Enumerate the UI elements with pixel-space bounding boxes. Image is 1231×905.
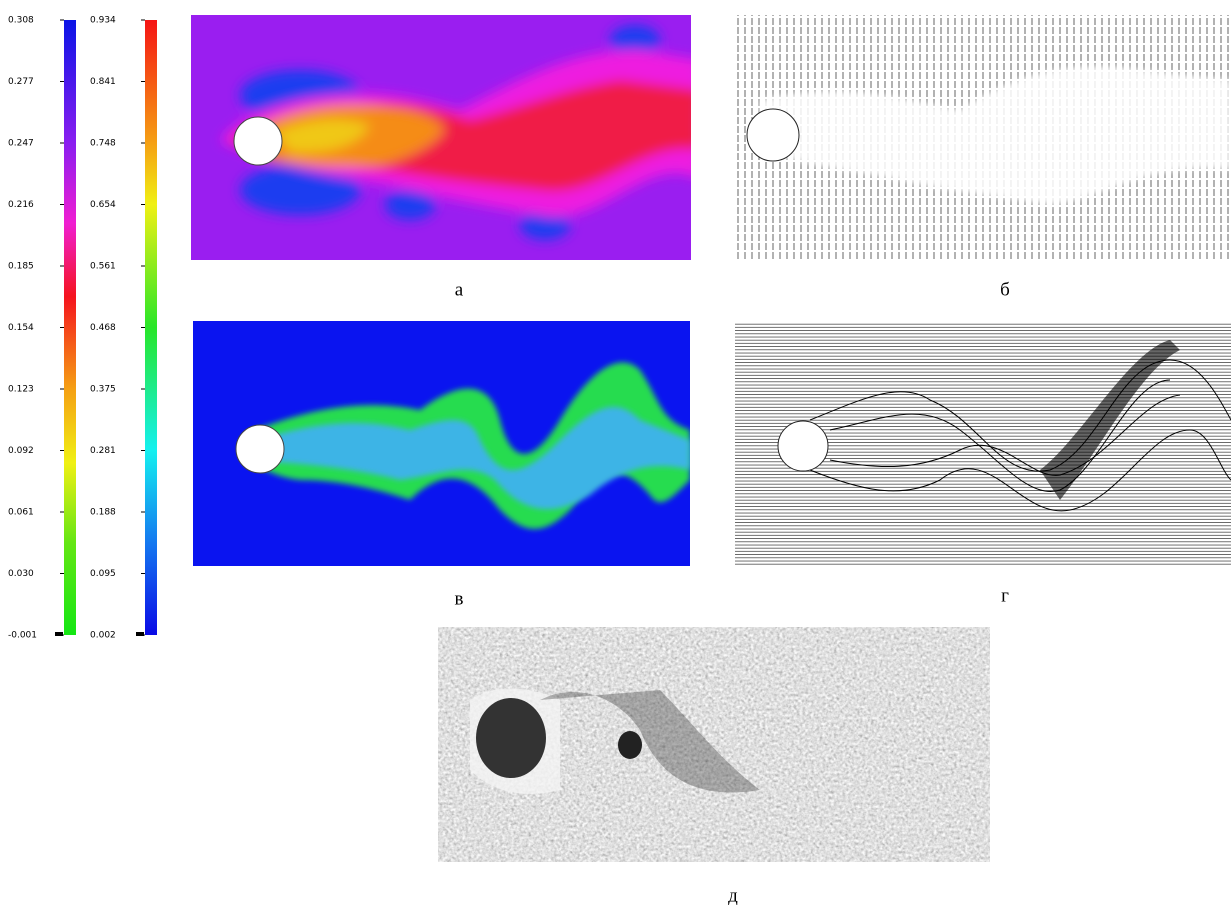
figure: 0.308 0.277 0.247 0.216 0.185 0.154 0.123 0.092…: [0, 0, 1231, 905]
colorbar-tick-label: 0.095: [90, 569, 116, 579]
colorbar-tick-label: 0.030: [8, 569, 34, 579]
colorbar-tick-label: 0.308: [8, 16, 34, 26]
colorbar-2: [145, 20, 157, 635]
colorbar-tick-label: 0.247: [8, 139, 34, 149]
colorbar-tick-label: 0.654: [90, 200, 116, 210]
colorbar-tick-label: 0.002: [90, 631, 116, 641]
colorbar-ticks: 0.308 0.277 0.247 0.216 0.185 0.154 0.123 0.092…: [8, 16, 145, 641]
panel-c-image: [193, 321, 690, 566]
panel-d-image: [735, 322, 1231, 565]
panel-label: б: [1000, 279, 1010, 300]
panel-label: в: [455, 588, 464, 609]
panel-e-image: [438, 627, 990, 862]
colorbar-tick-label: 0.841: [90, 77, 116, 87]
colorbar-tick-label: 0.188: [90, 508, 116, 518]
colorbar-tick-label: 0.123: [8, 385, 34, 395]
colorbar-tick-label: -0.001: [8, 631, 37, 641]
colorbar-tick-label: 0.281: [90, 446, 116, 456]
colorbar-tick-label: 0.561: [90, 262, 116, 272]
colorbar-tick-label: 0.061: [8, 508, 34, 518]
colorbar-tick-label: 0.216: [8, 200, 34, 210]
colorbar-tick-label: 0.375: [90, 385, 116, 395]
colorbar-tick-label: 0.934: [90, 16, 116, 26]
panel-a-image: [191, 15, 700, 260]
colorbar-tick-label: 0.154: [8, 323, 34, 333]
colorbar-tick-label: 0.277: [8, 77, 34, 87]
panel-label: д: [728, 885, 738, 905]
colorbar-tick-label: 0.748: [90, 139, 116, 149]
page: {"colorbars": [ {"ticks": ["0.308", "0.2…: [0, 0, 1231, 905]
panel-label: г: [1001, 585, 1009, 606]
panel-label: а: [455, 279, 464, 300]
colorbar-tick-label: 0.185: [8, 262, 34, 272]
colorbar-tick-label: 0.468: [90, 323, 116, 333]
colorbar-1: [64, 20, 76, 635]
colorbar-tick-label: 0.092: [8, 446, 34, 456]
panel-b-image: [737, 15, 1231, 260]
